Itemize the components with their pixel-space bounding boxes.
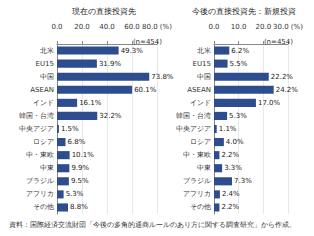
svg-text:10.1%: 10.1% xyxy=(72,151,95,159)
svg-text:アフリカ: アフリカ xyxy=(26,190,54,198)
svg-text:ASEAN: ASEAN xyxy=(30,86,54,94)
svg-text:韓国・台湾: 韓国・台湾 xyxy=(19,112,54,120)
svg-text:インド: インド xyxy=(190,99,211,107)
svg-text:資料：国際経済交流財団「今後の多角的通商ルールのあり方に関す: 資料：国際経済交流財団「今後の多角的通商ルールのあり方に関する調査研究」から作成… xyxy=(9,221,296,229)
svg-text:20.0: 20.0 xyxy=(256,23,272,31)
svg-text:17.0%: 17.0% xyxy=(258,99,281,107)
svg-text:9.9%: 9.9% xyxy=(71,164,89,172)
svg-text:1.1%: 1.1% xyxy=(219,125,237,133)
svg-text:5.3%: 5.3% xyxy=(66,190,84,198)
svg-text:EU15: EU15 xyxy=(193,60,211,68)
svg-text:北米: 北米 xyxy=(197,47,211,55)
svg-text:24.2%: 24.2% xyxy=(276,86,299,94)
svg-text:7.3%: 7.3% xyxy=(234,177,252,185)
svg-text:32.2%: 32.2% xyxy=(99,112,122,120)
svg-text:中東: 中東 xyxy=(40,164,54,172)
svg-text:10.0: 10.0 xyxy=(231,23,247,31)
svg-text:EU15: EU15 xyxy=(36,60,54,68)
svg-text:9.5%: 9.5% xyxy=(71,177,89,185)
svg-text:40.0: 40.0 xyxy=(99,23,115,31)
svg-text:中国: 中国 xyxy=(197,73,211,81)
svg-text:20.0: 20.0 xyxy=(74,23,90,31)
svg-text:インド: インド xyxy=(33,99,54,107)
svg-text:韓国・台湾: 韓国・台湾 xyxy=(176,112,211,120)
svg-text:31.9%: 31.9% xyxy=(99,60,122,68)
svg-text:ASEAN: ASEAN xyxy=(187,86,211,94)
svg-text:ロシア: ロシア xyxy=(190,138,211,146)
svg-text:6.2%: 6.2% xyxy=(231,47,249,55)
svg-text:5.3%: 5.3% xyxy=(229,112,247,120)
svg-text:今後の直接投資先：新規投資: 今後の直接投資先：新規投資 xyxy=(192,7,296,16)
svg-text:ブラジル: ブラジル xyxy=(183,177,211,185)
svg-text:ブラジル: ブラジル xyxy=(26,177,54,185)
svg-text:その他: その他 xyxy=(33,203,54,211)
svg-text:5.5%: 5.5% xyxy=(230,60,248,68)
svg-text:中央アジア: 中央アジア xyxy=(19,125,54,133)
svg-text:6.8%: 6.8% xyxy=(68,138,86,146)
svg-text:3.3%: 3.3% xyxy=(224,164,242,172)
svg-text:(n=454): (n=454) xyxy=(264,38,293,46)
svg-text:8.8%: 8.8% xyxy=(70,203,88,211)
svg-text:16.1%: 16.1% xyxy=(79,99,102,107)
svg-text:73.8%: 73.8% xyxy=(151,73,174,81)
svg-text:30.0 (%): 30.0 (%) xyxy=(273,23,303,31)
svg-text:0.0: 0.0 xyxy=(51,23,62,31)
svg-text:0.0: 0.0 xyxy=(208,23,219,31)
svg-text:2.4%: 2.4% xyxy=(222,190,240,198)
svg-text:中・東欧: 中・東欧 xyxy=(183,151,211,159)
svg-text:2.2%: 2.2% xyxy=(221,203,239,211)
svg-text:22.2%: 22.2% xyxy=(271,73,294,81)
svg-text:アフリカ: アフリカ xyxy=(183,190,211,198)
svg-text:1.5%: 1.5% xyxy=(61,125,79,133)
svg-text:中・東欧: 中・東欧 xyxy=(26,151,54,159)
svg-text:2.2%: 2.2% xyxy=(221,151,239,159)
svg-text:80.0 (%): 80.0 (%) xyxy=(142,23,172,31)
svg-text:中国: 中国 xyxy=(40,73,54,81)
svg-text:ロシア: ロシア xyxy=(33,138,54,146)
svg-text:60.0: 60.0 xyxy=(124,23,140,31)
svg-text:中東: 中東 xyxy=(197,164,211,172)
svg-text:49.3%: 49.3% xyxy=(121,47,144,55)
svg-text:北米: 北米 xyxy=(40,47,54,55)
svg-text:4.0%: 4.0% xyxy=(226,138,244,146)
svg-text:中央アジア: 中央アジア xyxy=(176,125,211,133)
svg-text:60.1%: 60.1% xyxy=(134,86,157,94)
svg-text:(n=454): (n=454) xyxy=(133,38,162,46)
svg-text:その他: その他 xyxy=(190,203,211,211)
svg-text:現在の直接投資先: 現在の直接投資先 xyxy=(72,7,136,16)
